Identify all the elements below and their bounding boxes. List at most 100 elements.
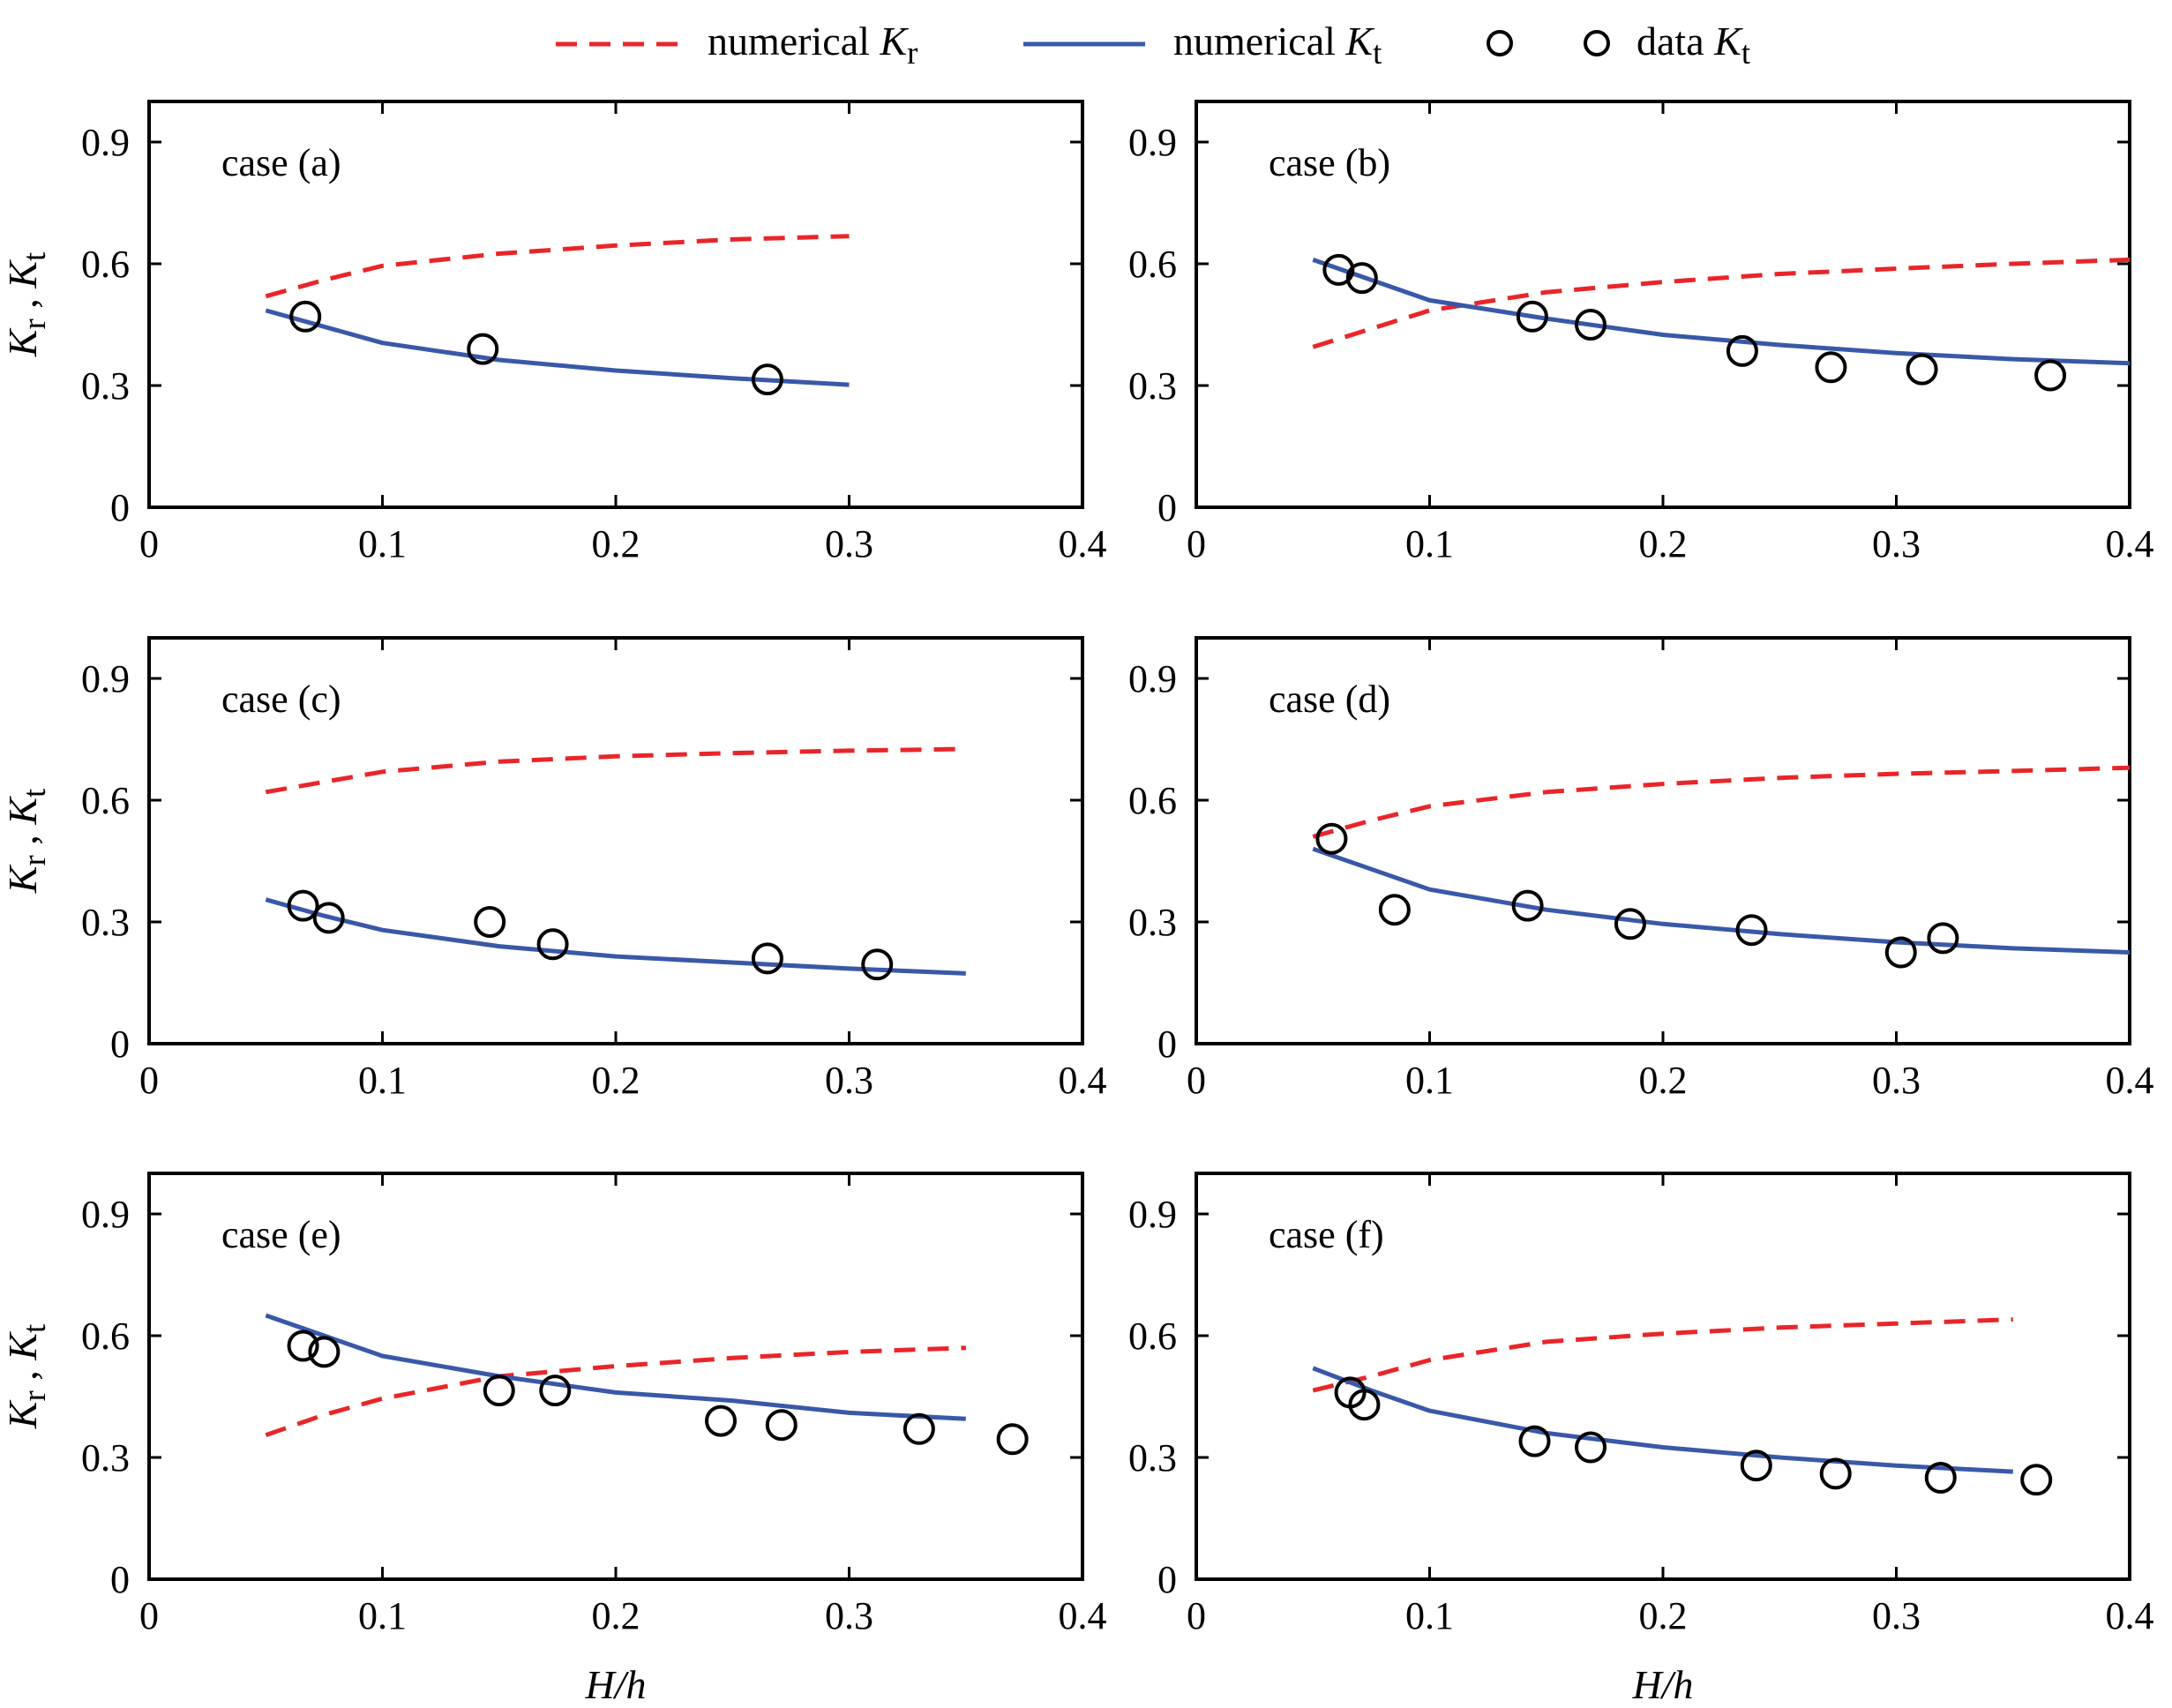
panels: 0 0.1 0.2 0.3 0.400.30.60.9 case (a)Kr , Kt0 0… <box>0 101 2154 1707</box>
data-point <box>753 944 782 972</box>
y-tick-label: 0.9 <box>81 121 130 164</box>
y-tick-label: 0.6 <box>1128 1315 1177 1358</box>
y-tick-label: 0.9 <box>1128 1193 1177 1236</box>
y-tick-label: 0.6 <box>81 779 130 822</box>
data-point <box>1816 353 1845 381</box>
data-point <box>541 1376 569 1405</box>
figure: numerical Kr numerical Kt data Kt 0 0.1 0.2 0… <box>0 0 2172 1708</box>
data-point <box>999 1425 1027 1453</box>
x-tick-label: 0.4 <box>1059 1594 1107 1637</box>
y-tick-label: 0.6 <box>1128 243 1177 286</box>
x-tick-label: 0.2 <box>1639 522 1688 566</box>
y-tick-label: 0.3 <box>1128 364 1177 408</box>
y-tick-label: 0 <box>1157 1558 1177 1601</box>
panel-d: 0 0.1 0.2 0.3 0.4 0 0.3 0.6 0.9 case (d) <box>1128 638 2154 1102</box>
y-tick-label: 0.9 <box>1128 657 1177 700</box>
y-tick-label: 0.3 <box>81 901 130 944</box>
data-point <box>476 908 504 936</box>
data-point <box>1822 1459 1850 1487</box>
x-tick-label: 0.1 <box>1405 1594 1454 1637</box>
y-tick-label: 0 <box>1157 486 1177 529</box>
x-axis-title: H/h <box>1632 1662 1694 1707</box>
panel-a: 0 0.1 0.2 0.3 0.400.30.60.9 case (a)Kr , Kt <box>0 101 1107 566</box>
x-tick-label: 0.3 <box>1872 522 1921 566</box>
x-tick-label: 0.3 <box>825 522 873 566</box>
x-tick-label: 0 <box>1187 522 1206 566</box>
y-tick-label: 0 <box>110 1558 130 1601</box>
kt-series-line <box>1313 1368 2013 1472</box>
kt-series-line <box>266 311 849 385</box>
y-tick-label: 0.3 <box>81 364 130 408</box>
legend-marker-icon <box>1488 32 1511 55</box>
y-tick-label: 0.3 <box>1128 901 1177 944</box>
case-label: case (c) <box>221 678 341 721</box>
y-axis-title: Kr , Kt <box>0 789 52 894</box>
data-point <box>768 1411 796 1439</box>
x-tick-label: 0.2 <box>592 1594 640 1637</box>
x-tick-label: 0.1 <box>358 1594 407 1637</box>
data-point <box>1908 356 1936 384</box>
panel-b: 0 0.1 0.2 0.3 0.4 0 0.3 0.6 0.9 case (b) <box>1128 101 2154 566</box>
x-tick-label: 0.2 <box>1639 1059 1688 1102</box>
x-tick-label: 0 <box>1187 1059 1206 1102</box>
x-tick-label: 0.3 <box>825 1594 873 1637</box>
x-tick-label: 0.2 <box>1639 1594 1688 1637</box>
y-tick-label: 0 <box>110 486 130 529</box>
kt-series-line <box>1313 849 2130 952</box>
legend: numerical Kr numerical Kt data Kt <box>556 19 1750 71</box>
x-axis-title: H/h <box>585 1662 647 1707</box>
case-label: case (f) <box>1269 1213 1384 1256</box>
case-label: case (b) <box>1269 141 1390 184</box>
y-tick-label: 0 <box>110 1023 130 1066</box>
legend-kr-label: numerical Kr <box>708 19 917 71</box>
x-tick-label: 0 <box>139 1594 159 1637</box>
case-label: case (e) <box>221 1213 341 1256</box>
data-point <box>1929 924 1957 952</box>
data-point <box>1616 910 1644 938</box>
data-point <box>485 1376 513 1405</box>
data-point <box>863 950 891 978</box>
x-tick-label: 0.1 <box>1405 1059 1454 1102</box>
kr-series-line <box>266 236 849 296</box>
x-tick-label: 0.2 <box>592 522 640 566</box>
x-tick-label: 0 <box>139 1059 159 1102</box>
data-point <box>1381 895 1409 924</box>
x-tick-label: 0.4 <box>1059 1059 1107 1102</box>
data-point <box>539 930 567 958</box>
data-point <box>707 1407 735 1435</box>
x-tick-label: 0.4 <box>2106 1059 2154 1102</box>
x-tick-label: 0.1 <box>358 522 407 566</box>
y-tick-label: 0.6 <box>1128 779 1177 822</box>
x-tick-label: 0.3 <box>1872 1594 1921 1637</box>
y-tick-label: 0.6 <box>81 243 130 286</box>
legend-data-marker-icon <box>1585 32 1608 55</box>
panel-f: 0 0.1 0.2 0.3 0.4 0 0.3 0.6 0.9 case (f) H/h <box>1128 1173 2154 1707</box>
x-tick-label: 0 <box>1187 1594 1206 1637</box>
kr-series-line <box>1313 768 2130 836</box>
kt-series-line <box>266 900 966 974</box>
x-tick-label: 0.4 <box>1059 522 1107 566</box>
x-tick-label: 0.3 <box>825 1059 873 1102</box>
x-tick-label: 0.2 <box>592 1059 640 1102</box>
x-tick-label: 0.1 <box>358 1059 407 1102</box>
case-label: case (a) <box>221 141 341 184</box>
panel-e: 0 0.1 0.2 0.3 0.4 0 0.3 0.6 0.9 case (e) Kr , Kt H/… <box>0 1173 1107 1707</box>
y-axis-title: Kr , Kt <box>0 252 52 357</box>
data-point <box>905 1415 933 1443</box>
data-point <box>2022 1465 2050 1494</box>
y-axis-title: Kr , Kt <box>0 1324 52 1429</box>
data-point <box>2036 362 2064 390</box>
kr-series-line <box>266 749 966 792</box>
x-tick-label: 0.3 <box>1872 1059 1921 1102</box>
data-point <box>1317 825 1345 853</box>
x-tick-label: 0.1 <box>1405 522 1454 566</box>
y-tick-label: 0 <box>1157 1023 1177 1066</box>
kt-series-line <box>1313 259 2130 363</box>
y-tick-label: 0.3 <box>81 1436 130 1480</box>
legend-data-label: data Kt <box>1636 19 1750 71</box>
y-tick-label: 0.9 <box>81 657 130 700</box>
y-tick-label: 0.9 <box>81 1193 130 1236</box>
x-tick-label: 0.4 <box>2106 522 2154 566</box>
kr-series-line <box>1313 1320 2013 1391</box>
y-tick-label: 0.6 <box>81 1315 130 1358</box>
